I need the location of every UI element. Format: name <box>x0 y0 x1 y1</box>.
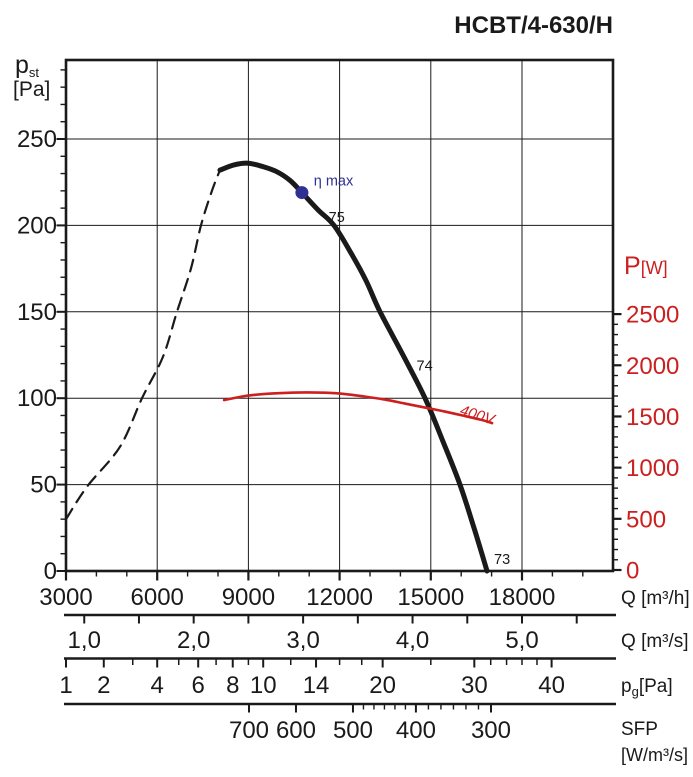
axis-power-right: 0 500 1000 1500 2000 2500 <box>613 302 679 585</box>
performance-curves <box>64 160 494 574</box>
chart-title: HCBT/4-630/H <box>454 12 613 39</box>
svg-text:14: 14 <box>303 672 330 699</box>
pg-unit: [Pa] <box>638 676 673 697</box>
svg-text:5,0: 5,0 <box>505 627 538 654</box>
svg-text:0: 0 <box>44 558 57 585</box>
pg-subscript: g <box>631 684 639 699</box>
q-m3s-unit: [m³/s] <box>641 631 689 652</box>
svg-text:2500: 2500 <box>626 302 679 329</box>
svg-text:10: 10 <box>250 672 277 699</box>
svg-text:3000: 3000 <box>39 584 92 611</box>
q-m3h-unit: [m³/h] <box>641 588 690 609</box>
power-curve-400V <box>222 391 494 425</box>
svg-text:30: 30 <box>461 672 488 699</box>
svg-text:500: 500 <box>626 506 666 533</box>
power-unit: [W] <box>640 258 668 278</box>
svg-text:15000: 15000 <box>397 584 464 611</box>
scale-bar-flow-m3s: 1,0 2,0 3,0 4,0 5,0 <box>64 613 616 654</box>
efficiency-74: 74 <box>417 359 433 375</box>
svg-text:400: 400 <box>396 717 436 744</box>
fan-curve-solid <box>217 160 490 574</box>
svg-text:1500: 1500 <box>626 404 679 431</box>
svg-text:600: 600 <box>276 717 316 744</box>
svg-text:50: 50 <box>30 472 57 499</box>
efficiency-75: 75 <box>329 210 345 226</box>
voltage-label: 400V <box>458 402 498 429</box>
x-axis-pg-title: pg[Pa] <box>621 677 673 698</box>
svg-text:500: 500 <box>333 717 373 744</box>
svg-text:6000: 6000 <box>131 584 184 611</box>
y-left-axis-title: pst <box>15 51 40 80</box>
pst-subscript: st <box>28 65 40 80</box>
svg-text:200: 200 <box>17 212 57 239</box>
axis-flow-m3h: 3000 6000 9000 12000 15000 18000 <box>39 571 584 611</box>
svg-text:8: 8 <box>226 672 239 699</box>
q-m3h-symbol: Q <box>621 588 636 609</box>
eta-max-point <box>295 186 309 200</box>
svg-text:1000: 1000 <box>626 455 679 482</box>
svg-text:2,0: 2,0 <box>177 627 210 654</box>
svg-text:6: 6 <box>192 672 205 699</box>
efficiency-73: 73 <box>494 552 510 568</box>
fan-curve-dashed <box>64 169 222 521</box>
svg-text:100: 100 <box>17 385 57 412</box>
y-left-axis-unit: [Pa] <box>13 78 51 101</box>
svg-text:1,0: 1,0 <box>68 627 101 654</box>
axis-pressure-left: 0 50 100 150 200 250 <box>17 69 66 585</box>
q-m3s-symbol: Q <box>621 631 636 652</box>
svg-text:250: 250 <box>17 126 57 153</box>
svg-text:1: 1 <box>59 672 72 699</box>
x-axis-m3h-title: Q [m³/h] <box>621 589 690 608</box>
x-axis-sfp-unit: [W/m³/s] <box>621 745 688 765</box>
power-symbol: P <box>624 252 641 280</box>
svg-text:40: 40 <box>538 672 565 699</box>
eta-max-label: η max <box>314 174 354 190</box>
x-axis-sfp-title: SFP <box>621 719 658 740</box>
svg-text:2: 2 <box>97 672 110 699</box>
svg-text:18000: 18000 <box>489 584 556 611</box>
grid-lines <box>66 60 613 571</box>
pst-symbol: p <box>15 51 29 79</box>
svg-text:0: 0 <box>626 558 639 585</box>
annotations: η max 75 74 73 400V <box>295 174 510 568</box>
x-axis-m3s-title: Q [m³/s] <box>621 632 689 651</box>
pg-symbol: p <box>621 676 632 697</box>
scale-bar-dynamic-pressure: 1 2 4 6 8 10 14 20 30 40 <box>59 657 616 699</box>
svg-text:300: 300 <box>471 717 511 744</box>
svg-text:4: 4 <box>151 672 164 699</box>
svg-text:20: 20 <box>369 672 396 699</box>
svg-text:9000: 9000 <box>222 584 275 611</box>
svg-text:12000: 12000 <box>306 584 373 611</box>
svg-text:700: 700 <box>229 717 269 744</box>
scale-bar-sfp: 700 600 500 400 300 <box>64 702 616 744</box>
svg-text:150: 150 <box>17 299 57 326</box>
y-right-axis-title: P[W] <box>624 254 668 279</box>
svg-text:4,0: 4,0 <box>396 627 429 654</box>
svg-text:2000: 2000 <box>626 353 679 380</box>
svg-text:3,0: 3,0 <box>286 627 319 654</box>
